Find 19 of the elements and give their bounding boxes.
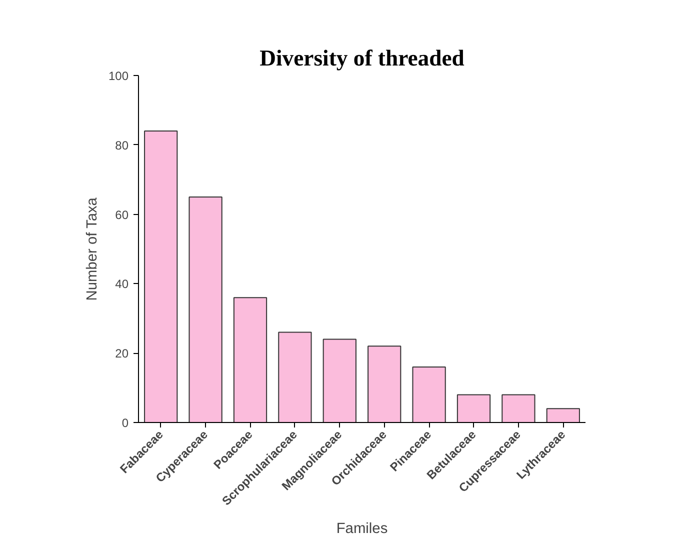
- bar: [144, 130, 178, 422]
- bar: [368, 346, 402, 422]
- bar: [412, 366, 446, 422]
- bar: [456, 394, 491, 422]
- bar: [502, 394, 536, 422]
- bar: [278, 332, 312, 422]
- chart-title: Diversity of threaded: [260, 46, 465, 70]
- y-tick-label: 40: [115, 277, 129, 292]
- bar: [188, 196, 222, 422]
- y-tick-label: 80: [115, 138, 129, 152]
- y-tick-label: 20: [115, 346, 129, 361]
- y-tick-label: 0: [122, 416, 129, 430]
- y-tick-label: 60: [115, 208, 129, 222]
- bar: [546, 408, 580, 422]
- y-tick-label: 100: [108, 69, 129, 83]
- y-axis-title: Number of Taxa: [84, 196, 100, 301]
- x-axis-title: Familes: [336, 521, 388, 538]
- bar: [233, 297, 268, 422]
- bar: [322, 338, 356, 422]
